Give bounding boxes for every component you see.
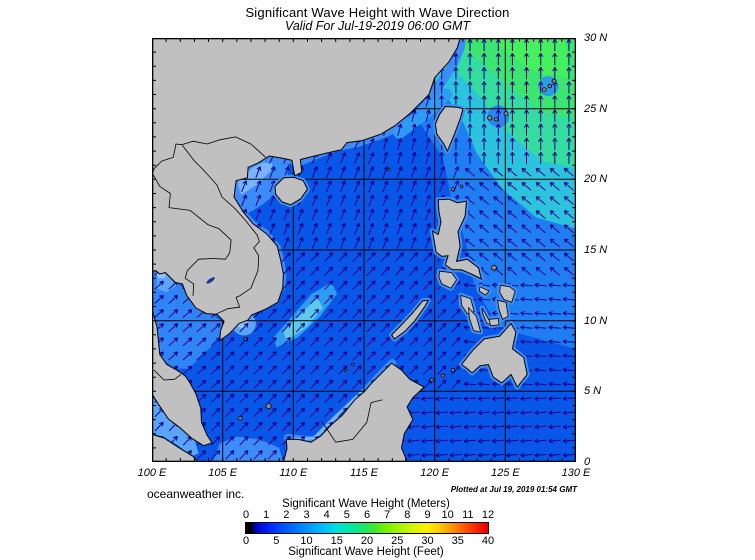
wave-height-patch <box>212 436 284 462</box>
small-island <box>503 111 509 116</box>
lat-label-5n: 5 N <box>584 385 602 398</box>
small-island <box>265 403 272 410</box>
colorbar-feet-tick-15: 15 <box>330 535 343 547</box>
wave-height-map <box>152 38 576 462</box>
land-visayas-island <box>488 318 500 327</box>
land-visayas-island <box>438 270 458 289</box>
colorbar-meters-tick-8: 8 <box>404 509 411 521</box>
colorbar-meters-tick-10: 10 <box>441 509 454 521</box>
small-island <box>238 416 243 421</box>
colorbar-meters-tick-4: 4 <box>323 509 330 521</box>
small-island <box>491 264 497 271</box>
colorbar-meters-tick-9: 9 <box>424 509 431 521</box>
lat-label-25n: 25 N <box>584 102 608 115</box>
colorbar-meters-tick-5: 5 <box>343 509 350 521</box>
land-taiwan <box>434 105 464 153</box>
lon-label-125e: 125 E <box>490 467 520 479</box>
lat-label-20n: 20 N <box>584 173 608 186</box>
colorbar-feet-tick-35: 35 <box>451 535 464 547</box>
country-border <box>321 399 383 443</box>
small-island <box>243 337 248 341</box>
colorbar-feet-tick-5: 5 <box>273 535 280 547</box>
land-visayas-island <box>468 306 482 333</box>
colorbar-feet-tick-40: 40 <box>481 535 495 547</box>
small-island <box>541 87 547 92</box>
tonle-sap-lake <box>206 277 215 284</box>
small-island <box>493 117 499 122</box>
colorbar-feet-tick-0: 0 <box>242 535 250 547</box>
oceanweather-credit: oceanweather inc. <box>147 487 245 501</box>
land-sumatra <box>152 433 199 462</box>
colorbar-feet-tick-25: 25 <box>391 535 404 547</box>
colorbar-title-feet: Significant Wave Height (Feet) <box>288 546 444 558</box>
wave-height-patch <box>260 38 466 166</box>
land-visayas-island <box>481 307 493 326</box>
degree-tick-marks <box>152 38 576 462</box>
lat-label-0: 0 <box>584 456 591 468</box>
colorbar-meters-tick-0: 0 <box>242 509 250 521</box>
colorbar-meters-tick-11: 11 <box>462 509 474 521</box>
lat-label-15n: 15 N <box>584 244 608 256</box>
land-mainland-asia <box>152 38 461 342</box>
small-island <box>487 115 493 121</box>
land-visayas-island <box>499 284 516 303</box>
lon-label-115e: 115 E <box>350 467 378 479</box>
lon-label-130e: 130 E <box>561 467 591 479</box>
land-visayas-island <box>478 286 490 296</box>
colorbar-meters-tick-7: 7 <box>384 509 391 521</box>
page-title: Significant Wave Height with Wave Direct… <box>245 5 510 20</box>
country-border <box>152 136 267 175</box>
small-island <box>547 83 553 89</box>
small-island <box>387 167 391 171</box>
small-island <box>450 187 455 192</box>
colorbar-meters-tick-12: 12 <box>481 509 495 521</box>
small-island <box>450 368 455 373</box>
map-frame <box>152 38 576 462</box>
land-visayas-island <box>497 299 509 320</box>
colorbar-meters-tick-2: 2 <box>283 509 290 521</box>
colorbar-feet-tick-30: 30 <box>421 535 434 547</box>
valid-time-subtitle: Valid For Jul-19-2019 06:00 GMT <box>284 19 471 33</box>
land-hainan <box>274 176 309 206</box>
country-border <box>153 369 182 381</box>
colorbar-title-meters: Significant Wave Height (Meters) <box>282 498 450 510</box>
colorbar-feet-tick-20: 20 <box>360 535 374 547</box>
small-island <box>344 368 348 372</box>
colorbar-meters-tick-3: 3 <box>303 509 310 521</box>
plotted-timestamp: Plotted at Jul 19, 2019 01:54 GMT <box>450 485 577 494</box>
small-island <box>351 362 355 367</box>
lon-label-100e: 100 E <box>137 467 167 479</box>
small-island <box>441 373 446 378</box>
colorbar-feet-tick-10: 10 <box>300 535 313 547</box>
lat-label-10n: 10 N <box>584 314 608 327</box>
wave-height-patch <box>494 38 571 78</box>
country-border <box>182 145 260 315</box>
lat-label-30n: 30 N <box>584 32 608 44</box>
lon-label-110e: 110 E <box>279 467 308 479</box>
wave-height-patch <box>236 158 274 195</box>
lon-label-105e: 105 E <box>208 467 238 479</box>
land-mindanao <box>460 322 528 389</box>
colorbar <box>245 522 489 534</box>
small-island <box>551 78 557 84</box>
small-island <box>429 377 434 382</box>
wave-height-patch <box>152 271 223 369</box>
land-luzon <box>431 198 483 280</box>
land-borneo <box>282 362 425 462</box>
land-malay-peninsula <box>152 309 213 447</box>
lon-label-120e: 120 E <box>420 467 450 479</box>
colorbar-meters-tick-6: 6 <box>363 509 371 521</box>
small-island <box>459 184 464 189</box>
country-border <box>153 174 232 296</box>
land-palawan <box>390 299 430 340</box>
colorbar-meters-tick-1: 1 <box>263 509 270 521</box>
